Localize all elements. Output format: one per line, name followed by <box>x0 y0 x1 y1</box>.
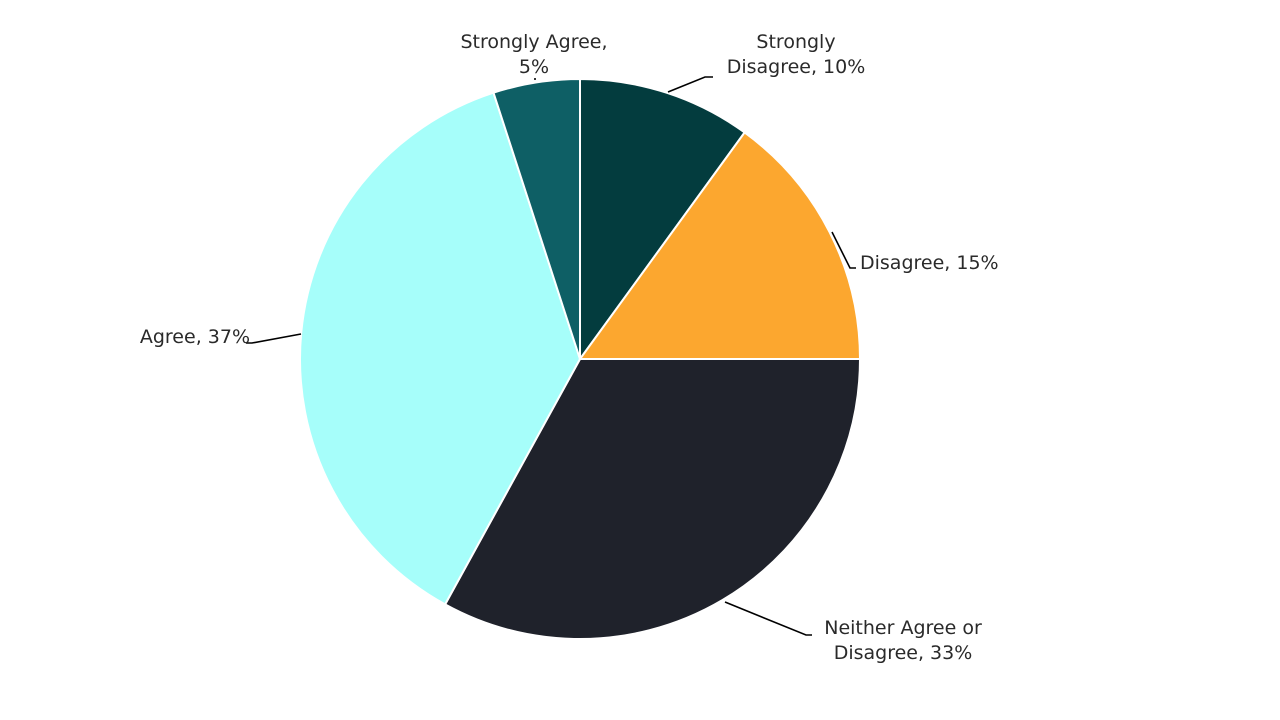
leader-line-disagree <box>831 231 856 269</box>
slice-label-line: 5% <box>519 56 549 78</box>
slice-agree <box>299 91 582 606</box>
slice-label-line: Strongly Agree, <box>460 31 607 53</box>
slice-label-line: Neither Agree or <box>824 617 982 639</box>
slice-label-strongly-agree: Strongly Agree, 5% <box>460 31 607 78</box>
slice-neither-agree-or-disagree <box>443 358 862 640</box>
slice-label-line: Disagree, 15% <box>860 252 999 274</box>
pie-labels: Strongly Disagree, 10% Disagree, 15% Neithe… <box>140 31 999 664</box>
leader-line-neither-agree-or-disagree <box>724 601 812 636</box>
slice-disagree <box>578 131 862 360</box>
slice-strongly-disagree <box>579 77 746 363</box>
slice-strongly-agree <box>492 77 581 360</box>
slice-label-line: Disagree, 10% <box>727 56 866 78</box>
slice-label-line: Strongly <box>756 31 835 53</box>
leader-line-strongly-disagree <box>667 76 713 93</box>
slice-label-agree: Agree, 37% <box>140 326 250 348</box>
slice-label-line: Agree, 37% <box>140 326 250 348</box>
slice-label-neither-agree-or-disagree: Neither Agree or Disagree, 33% <box>824 617 982 664</box>
slice-label-disagree: Disagree, 15% <box>860 252 999 274</box>
pie-slices <box>299 77 862 640</box>
slice-label-strongly-disagree: Strongly Disagree, 10% <box>727 31 866 78</box>
slice-label-line: Disagree, 33% <box>834 642 973 664</box>
leader-line-agree <box>246 333 302 344</box>
